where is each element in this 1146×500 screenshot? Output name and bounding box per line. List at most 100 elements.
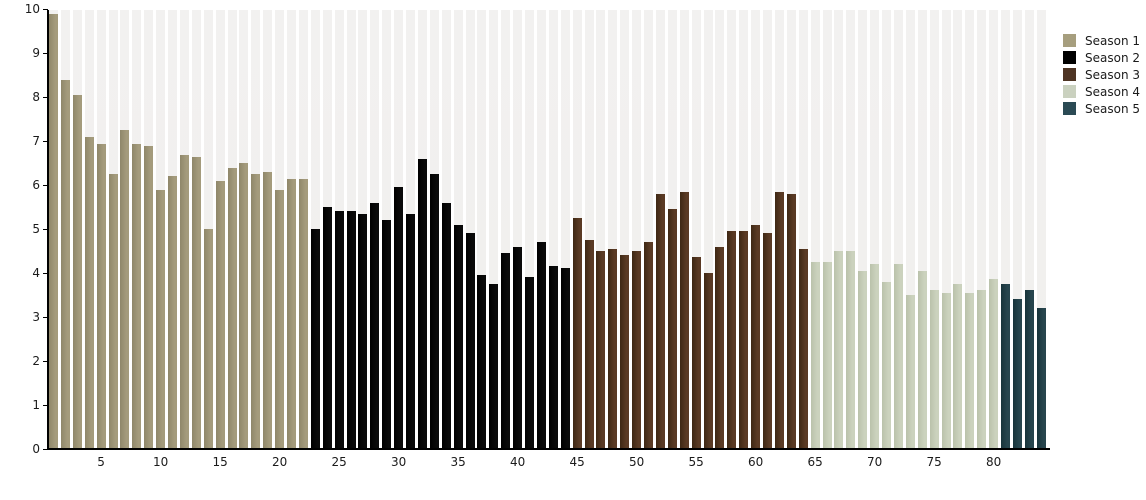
column-background-episode-83 [1024, 10, 1034, 448]
column-background-episode-49 [620, 10, 630, 448]
column-background-episode-4 [84, 10, 94, 448]
column-background-episode-84 [1036, 10, 1046, 448]
column-background-episode-40 [513, 10, 523, 448]
bar-season-3-episode-64 [798, 248, 808, 448]
legend-item-season-4: Season 4 [1063, 83, 1140, 100]
bar-season-3-episode-52 [655, 193, 665, 448]
bar-season-4-episode-77 [953, 283, 963, 448]
y-tick-7 [43, 141, 48, 142]
legend-swatch-icon [1063, 85, 1076, 98]
bar-season-1-episode-7 [120, 130, 130, 448]
bar-season-1-episode-2 [60, 80, 70, 448]
y-tick-5 [43, 229, 48, 230]
legend-item-season-5: Season 5 [1063, 100, 1140, 117]
column-background-episode-42 [536, 10, 546, 448]
column-background-episode-16 [227, 10, 237, 448]
column-background-episode-80 [989, 10, 999, 448]
x-tick-label-5: 5 [97, 455, 105, 469]
bar-season-2-episode-32 [417, 158, 427, 448]
column-background-episode-31 [406, 10, 415, 448]
x-tick-label-60: 60 [747, 455, 764, 469]
x-tick-label-55: 55 [688, 455, 704, 469]
bar-season-1-episode-21 [287, 178, 296, 448]
bar-season-4-episode-75 [929, 290, 939, 448]
column-background-episode-18 [251, 10, 261, 448]
x-tick-label-30: 30 [390, 455, 407, 469]
column-background-episode-11 [168, 10, 177, 448]
y-tick-label-8: 8 [32, 90, 40, 104]
bar-season-3-episode-58 [727, 231, 737, 448]
y-tick-2 [43, 361, 48, 362]
legend-swatch-icon [1063, 51, 1076, 64]
bar-season-4-episode-71 [882, 281, 891, 448]
x-tick-label-10: 10 [152, 455, 169, 469]
x-tick-label-45: 45 [569, 455, 585, 469]
y-tick-1 [43, 405, 48, 406]
column-background-episode-20 [275, 10, 285, 448]
column-background-episode-48 [608, 10, 618, 448]
column-background-episode-64 [798, 10, 808, 448]
column-background-episode-81 [1001, 10, 1010, 448]
bar-season-3-episode-47 [596, 250, 606, 448]
column-background-episode-14 [203, 10, 213, 448]
bar-season-4-episode-76 [941, 292, 951, 448]
column-background-episode-37 [477, 10, 487, 448]
bar-season-3-episode-55 [691, 257, 701, 448]
column-background-episode-69 [858, 10, 868, 448]
column-background-episode-35 [453, 10, 463, 448]
x-tick-label-15: 15 [212, 455, 228, 469]
y-tick-label-7: 7 [32, 134, 40, 148]
legend: Season 1 Season 2 Season 3 Season 4 Season 5 [1063, 32, 1140, 117]
legend-label: Season 2 [1085, 50, 1141, 65]
y-tick-label-6: 6 [32, 178, 40, 192]
column-background-episode-36 [465, 10, 475, 448]
column-background-episode-54 [679, 10, 689, 448]
y-tick-label-3: 3 [32, 310, 40, 324]
bar-season-2-episode-44 [560, 268, 570, 448]
column-background-episode-10 [156, 10, 166, 448]
y-tick-label-2: 2 [32, 354, 40, 368]
y-tick-3 [43, 317, 48, 318]
column-background-episode-19 [263, 10, 273, 448]
bar-season-2-episode-28 [370, 202, 380, 448]
y-tick-label-0: 0 [32, 442, 40, 456]
column-background-episode-41 [525, 10, 534, 448]
column-background-episode-45 [572, 10, 582, 448]
bar-season-1-episode-6 [108, 174, 118, 448]
x-tick-label-35: 35 [450, 455, 466, 469]
legend-label: Season 3 [1085, 67, 1141, 82]
bar-season-1-episode-12 [179, 154, 189, 448]
x-tick-label-50: 50 [628, 455, 645, 469]
column-background-episode-3 [72, 10, 82, 448]
bar-season-3-episode-45 [572, 218, 582, 448]
column-background-episode-23 [310, 10, 320, 448]
column-background-episode-59 [739, 10, 749, 448]
legend-swatch-icon [1063, 34, 1076, 47]
x-tick-label-65: 65 [807, 455, 823, 469]
bar-season-2-episode-33 [429, 174, 439, 448]
y-tick-label-9: 9 [32, 46, 40, 60]
column-background-episode-9 [144, 10, 154, 448]
bar-season-1-episode-8 [132, 143, 142, 448]
column-background-episode-15 [215, 10, 225, 448]
x-tick-label-40: 40 [509, 455, 526, 469]
bar-season-1-episode-10 [156, 189, 166, 448]
bar-season-4-episode-66 [822, 261, 832, 448]
bar-season-1-episode-14 [203, 229, 213, 448]
bar-season-3-episode-50 [632, 250, 642, 448]
bar-season-1-episode-15 [215, 180, 225, 448]
bar-season-5-episode-82 [1012, 299, 1022, 448]
bar-season-3-episode-60 [751, 224, 761, 448]
bar-season-2-episode-38 [489, 283, 499, 448]
bar-season-4-episode-73 [905, 294, 915, 448]
bar-season-3-episode-49 [620, 255, 630, 448]
legend-label: Season 4 [1085, 84, 1141, 99]
column-background-episode-29 [382, 10, 392, 448]
column-background-episode-46 [584, 10, 594, 448]
bar-season-4-episode-70 [870, 264, 880, 448]
x-tick-label-25: 25 [331, 455, 347, 469]
legend-label: Season 1 [1085, 33, 1141, 48]
column-background-episode-56 [703, 10, 713, 448]
bar-season-5-episode-84 [1036, 307, 1046, 448]
bar-season-1-episode-13 [191, 156, 201, 448]
